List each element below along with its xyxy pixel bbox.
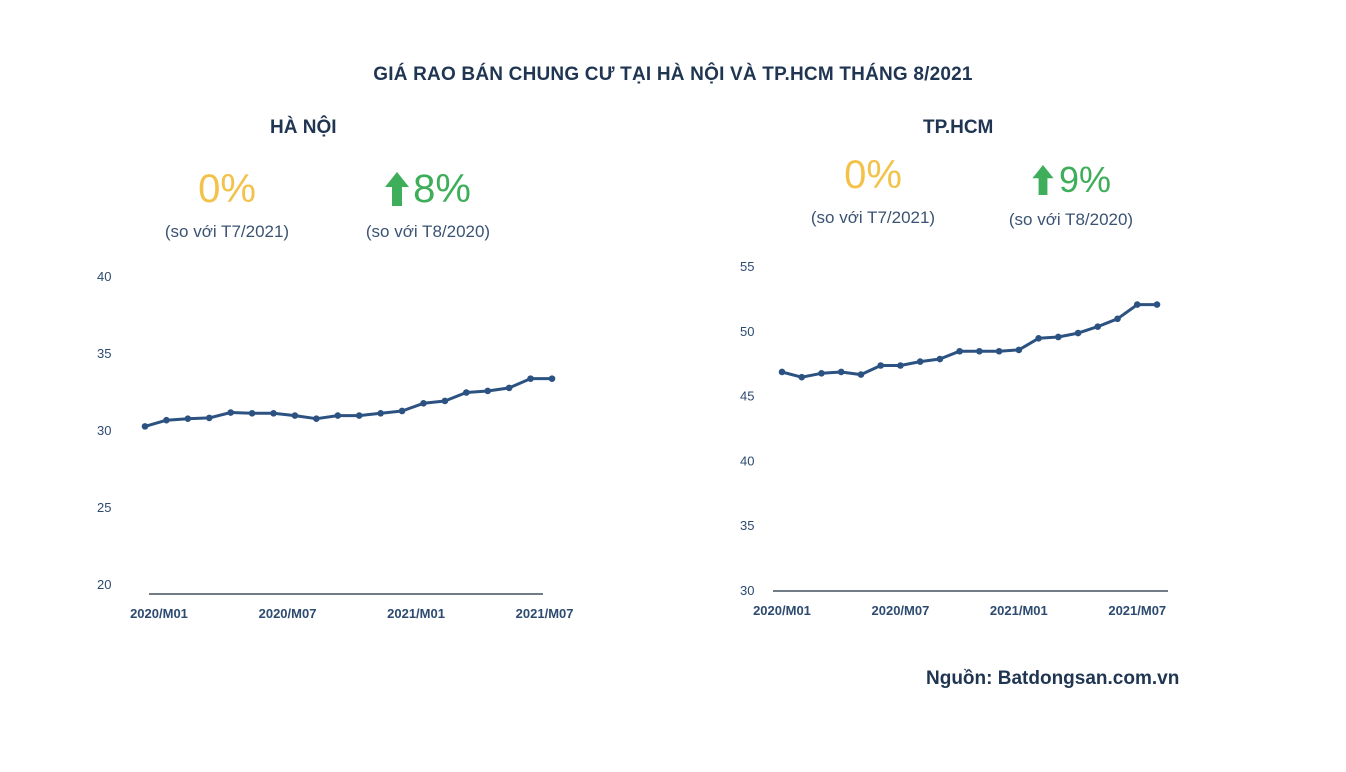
hanoi-data-point: [334, 412, 342, 419]
hanoi-data-point: [398, 407, 406, 415]
hanoi-mom-note: (so với T7/2021): [164, 222, 290, 241]
hanoi-data-point: [548, 375, 556, 382]
hanoi-title: HÀ NỘI: [270, 117, 337, 138]
hanoi-data-point: [463, 389, 470, 396]
hanoi-data-point: [184, 415, 192, 422]
hanoi-xtick-label: 2021/M01: [387, 606, 445, 621]
hcm-series-line: [781, 303, 1157, 379]
hcm-yoy-value-row: 9%: [971, 160, 1171, 200]
arrow-up-icon: [1032, 165, 1054, 195]
hanoi-series-line: [144, 377, 552, 428]
hanoi-data-point: [227, 409, 234, 416]
hanoi-data-point: [291, 412, 299, 419]
hcm-data-point: [936, 355, 944, 363]
hanoi-yoy-value-row: 8%: [328, 166, 528, 212]
main-title: GIÁ RAO BÁN CHUNG CƯ TẠI HÀ NỘI VÀ TP.HC…: [373, 64, 973, 85]
hanoi-data-point: [505, 384, 513, 392]
hanoi-yoy-note: (so với T8/2020): [365, 222, 491, 241]
hanoi-ytick-label: 25: [97, 500, 111, 515]
hanoi-ytick-label: 40: [97, 269, 111, 284]
hanoi-data-point: [355, 412, 363, 419]
hanoi-xtick-label: 2021/M07: [516, 606, 574, 621]
arrow-up-icon: [385, 172, 410, 206]
hanoi-data-point: [248, 409, 256, 417]
hcm-data-point: [916, 358, 924, 365]
hcm-data-point: [1015, 346, 1023, 354]
hanoi-mom-value: 0%: [198, 167, 256, 211]
hcm-yoy-stat: 9% (so với T8/2020): [971, 160, 1171, 230]
hcm-mom-value: 0%: [844, 153, 902, 197]
hcm-mom-note: (so với T7/2021): [810, 208, 936, 227]
hcm-data-point: [976, 347, 983, 355]
hcm-ytick-label: 40: [740, 453, 754, 468]
hanoi-data-point: [313, 415, 320, 422]
hcm-ytick-label: 30: [740, 583, 754, 598]
hcm-line-chart: 30 35 40 45 50 55 2020/M01 2020/M07 2021/M01 2021…: [740, 259, 1168, 618]
hanoi-data-point: [163, 416, 170, 424]
hanoi-data-point: [527, 375, 534, 382]
hcm-xtick-label: 2021/M07: [1108, 603, 1166, 618]
hcm-ytick-label: 50: [740, 324, 754, 339]
hcm-data-point: [1153, 301, 1161, 308]
hcm-xtick-label: 2020/M07: [872, 603, 930, 618]
hanoi-data-point: [205, 414, 213, 422]
hcm-title: TP.HCM: [923, 117, 994, 138]
hcm-data-point: [1074, 329, 1082, 337]
hanoi-ytick-label: 35: [97, 346, 111, 361]
hcm-data-point: [1133, 301, 1141, 308]
hcm-ytick-label: 35: [740, 518, 754, 533]
hanoi-data-point: [270, 409, 277, 417]
source-credit: Nguồn: Batdongsan.com.vn: [926, 668, 1180, 689]
hanoi-mom-stat: 0% (so với T7/2021): [127, 166, 327, 242]
hcm-data-point: [1055, 333, 1062, 341]
hcm-data-point: [818, 369, 825, 377]
hcm-panel: TP.HCM 0% (so với T7/2021) 9% (so với T8…: [673, 0, 1346, 772]
hcm-mom-stat: 0% (so với T7/2021): [773, 152, 973, 228]
hcm-data-point: [877, 362, 884, 369]
hcm-data-point: [995, 347, 1003, 355]
hcm-data-point: [897, 362, 904, 369]
hanoi-panel: HÀ NỘI 0% (so với T7/2021) 8% (so với T8…: [97, 117, 574, 621]
hanoi-ytick-label: 20: [97, 577, 111, 592]
hanoi-data-point: [484, 387, 492, 395]
hanoi-yoy-value: 8%: [413, 167, 471, 211]
hcm-data-point: [837, 368, 845, 376]
hanoi-data-point: [377, 409, 384, 417]
hcm-ytick-label: 55: [740, 259, 754, 274]
hcm-data-point: [1035, 334, 1042, 342]
hcm-data-point: [778, 368, 786, 376]
hanoi-data-point: [141, 423, 149, 430]
hanoi-ytick-label: 30: [97, 423, 111, 438]
hcm-data-point: [1114, 315, 1121, 323]
hcm-data-point: [857, 371, 865, 378]
hanoi-xtick-label: 2020/M07: [259, 606, 317, 621]
hanoi-line-chart: 20 25 30 35 40 2020/M01 2020/M07 2021/M01 2021/M…: [97, 269, 574, 621]
hcm-yoy-value: 9%: [1058, 159, 1112, 200]
hcm-yoy-note: (so với T8/2020): [1008, 210, 1134, 229]
hcm-xtick-label: 2021/M01: [990, 603, 1048, 618]
hanoi-data-point: [441, 397, 449, 405]
hanoi-yoy-stat: 8% (so với T8/2020): [328, 166, 528, 242]
hcm-xtick-label: 2020/M01: [753, 603, 811, 618]
hcm-data-point: [1094, 323, 1102, 330]
hcm-ytick-label: 45: [740, 389, 754, 404]
hanoi-data-point: [420, 399, 427, 407]
hcm-data-point: [798, 373, 806, 381]
hcm-data-point: [956, 347, 963, 355]
hanoi-xtick-label: 2020/M01: [130, 606, 188, 621]
